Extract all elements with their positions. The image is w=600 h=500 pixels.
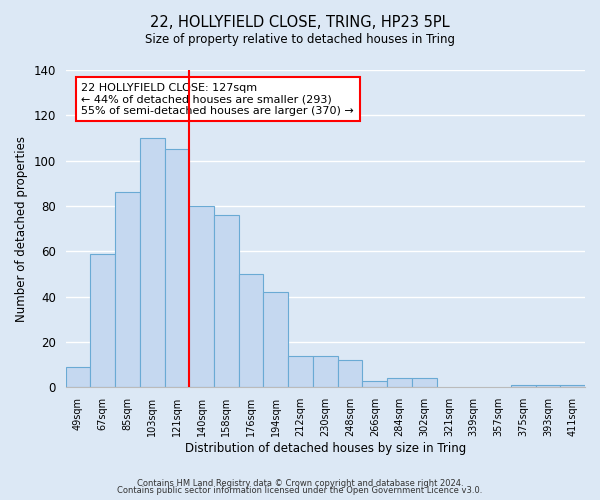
Bar	[511, 385, 536, 388]
Text: 22 HOLLYFIELD CLOSE: 127sqm
← 44% of detached houses are smaller (293)
55% of se: 22 HOLLYFIELD CLOSE: 127sqm ← 44% of det…	[81, 82, 354, 116]
Bar	[387, 378, 412, 388]
Bar	[412, 378, 437, 388]
Bar	[560, 385, 585, 388]
Bar	[313, 356, 338, 388]
Bar	[115, 192, 140, 388]
Bar	[164, 150, 190, 388]
Bar	[362, 380, 387, 388]
Bar	[288, 356, 313, 388]
Bar	[140, 138, 164, 388]
Bar	[536, 385, 560, 388]
Bar	[214, 215, 239, 388]
Bar	[263, 292, 288, 388]
Y-axis label: Number of detached properties: Number of detached properties	[15, 136, 28, 322]
Text: Contains public sector information licensed under the Open Government Licence v3: Contains public sector information licen…	[118, 486, 482, 495]
Bar	[91, 254, 115, 388]
Text: Size of property relative to detached houses in Tring: Size of property relative to detached ho…	[145, 32, 455, 46]
Text: 22, HOLLYFIELD CLOSE, TRING, HP23 5PL: 22, HOLLYFIELD CLOSE, TRING, HP23 5PL	[150, 15, 450, 30]
X-axis label: Distribution of detached houses by size in Tring: Distribution of detached houses by size …	[185, 442, 466, 455]
Bar	[239, 274, 263, 388]
Bar	[65, 367, 91, 388]
Bar	[190, 206, 214, 388]
Text: Contains HM Land Registry data © Crown copyright and database right 2024.: Contains HM Land Registry data © Crown c…	[137, 478, 463, 488]
Bar	[338, 360, 362, 388]
